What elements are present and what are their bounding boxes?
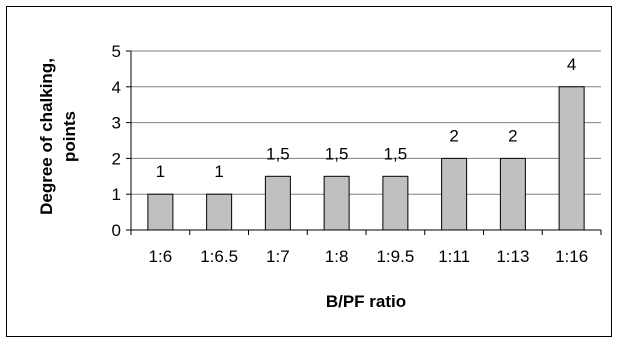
x-tick-labels: 1:6 1:6.5 1:7 1:8 1:9.5 1:11 1:13 1:16 [149,247,589,266]
x-tick-label: 1:8 [325,247,349,266]
x-axis-title: B/PF ratio [326,292,406,311]
data-label: 1,5 [384,144,408,163]
y-tick-label: 2 [112,149,121,168]
bar-1-9-5 [382,175,409,231]
data-label: 2 [508,126,517,145]
x-tick-label: 1:6.5 [200,247,238,266]
axes [130,51,601,231]
x-tick-label: 1:7 [266,247,290,266]
y-tick-label: 5 [112,42,121,61]
bar-1-8 [323,175,350,231]
x-tick-label: 1:13 [496,247,529,266]
bar-1-7 [264,175,291,231]
bars [147,86,585,231]
gridlines [126,50,602,235]
data-label: 1,5 [325,144,349,163]
bar-1-6 [147,193,174,231]
bar-1-13 [499,157,526,231]
y-tick-labels: 0 1 2 3 4 5 [112,42,121,240]
data-label: 4 [567,55,576,74]
y-tick-label: 1 [112,185,121,204]
y-tick-label: 0 [112,221,121,240]
y-axis-title-line-1: Degree of chalking, [37,58,56,215]
x-tick-label: 1:11 [438,247,470,266]
y-tick-label: 3 [112,114,121,133]
data-label: 1 [156,162,165,181]
y-axis-title: Degree of chalking, points [37,58,79,215]
y-axis-title-line-2: points [60,111,79,162]
bar-1-11 [441,157,468,231]
data-labels: 1 1 1,5 1,5 1,5 2 2 4 [156,55,577,181]
y-tick-label: 4 [112,78,121,97]
x-tick-label: 1:6 [149,247,173,266]
bar-1-16 [558,86,585,231]
bar-1-6-5 [206,193,233,231]
x-tick-label: 1:9.5 [376,247,414,266]
data-label: 2 [449,126,458,145]
x-tick-label: 1:16 [555,247,588,266]
data-label: 1,5 [266,144,290,163]
data-label: 1 [214,162,223,181]
